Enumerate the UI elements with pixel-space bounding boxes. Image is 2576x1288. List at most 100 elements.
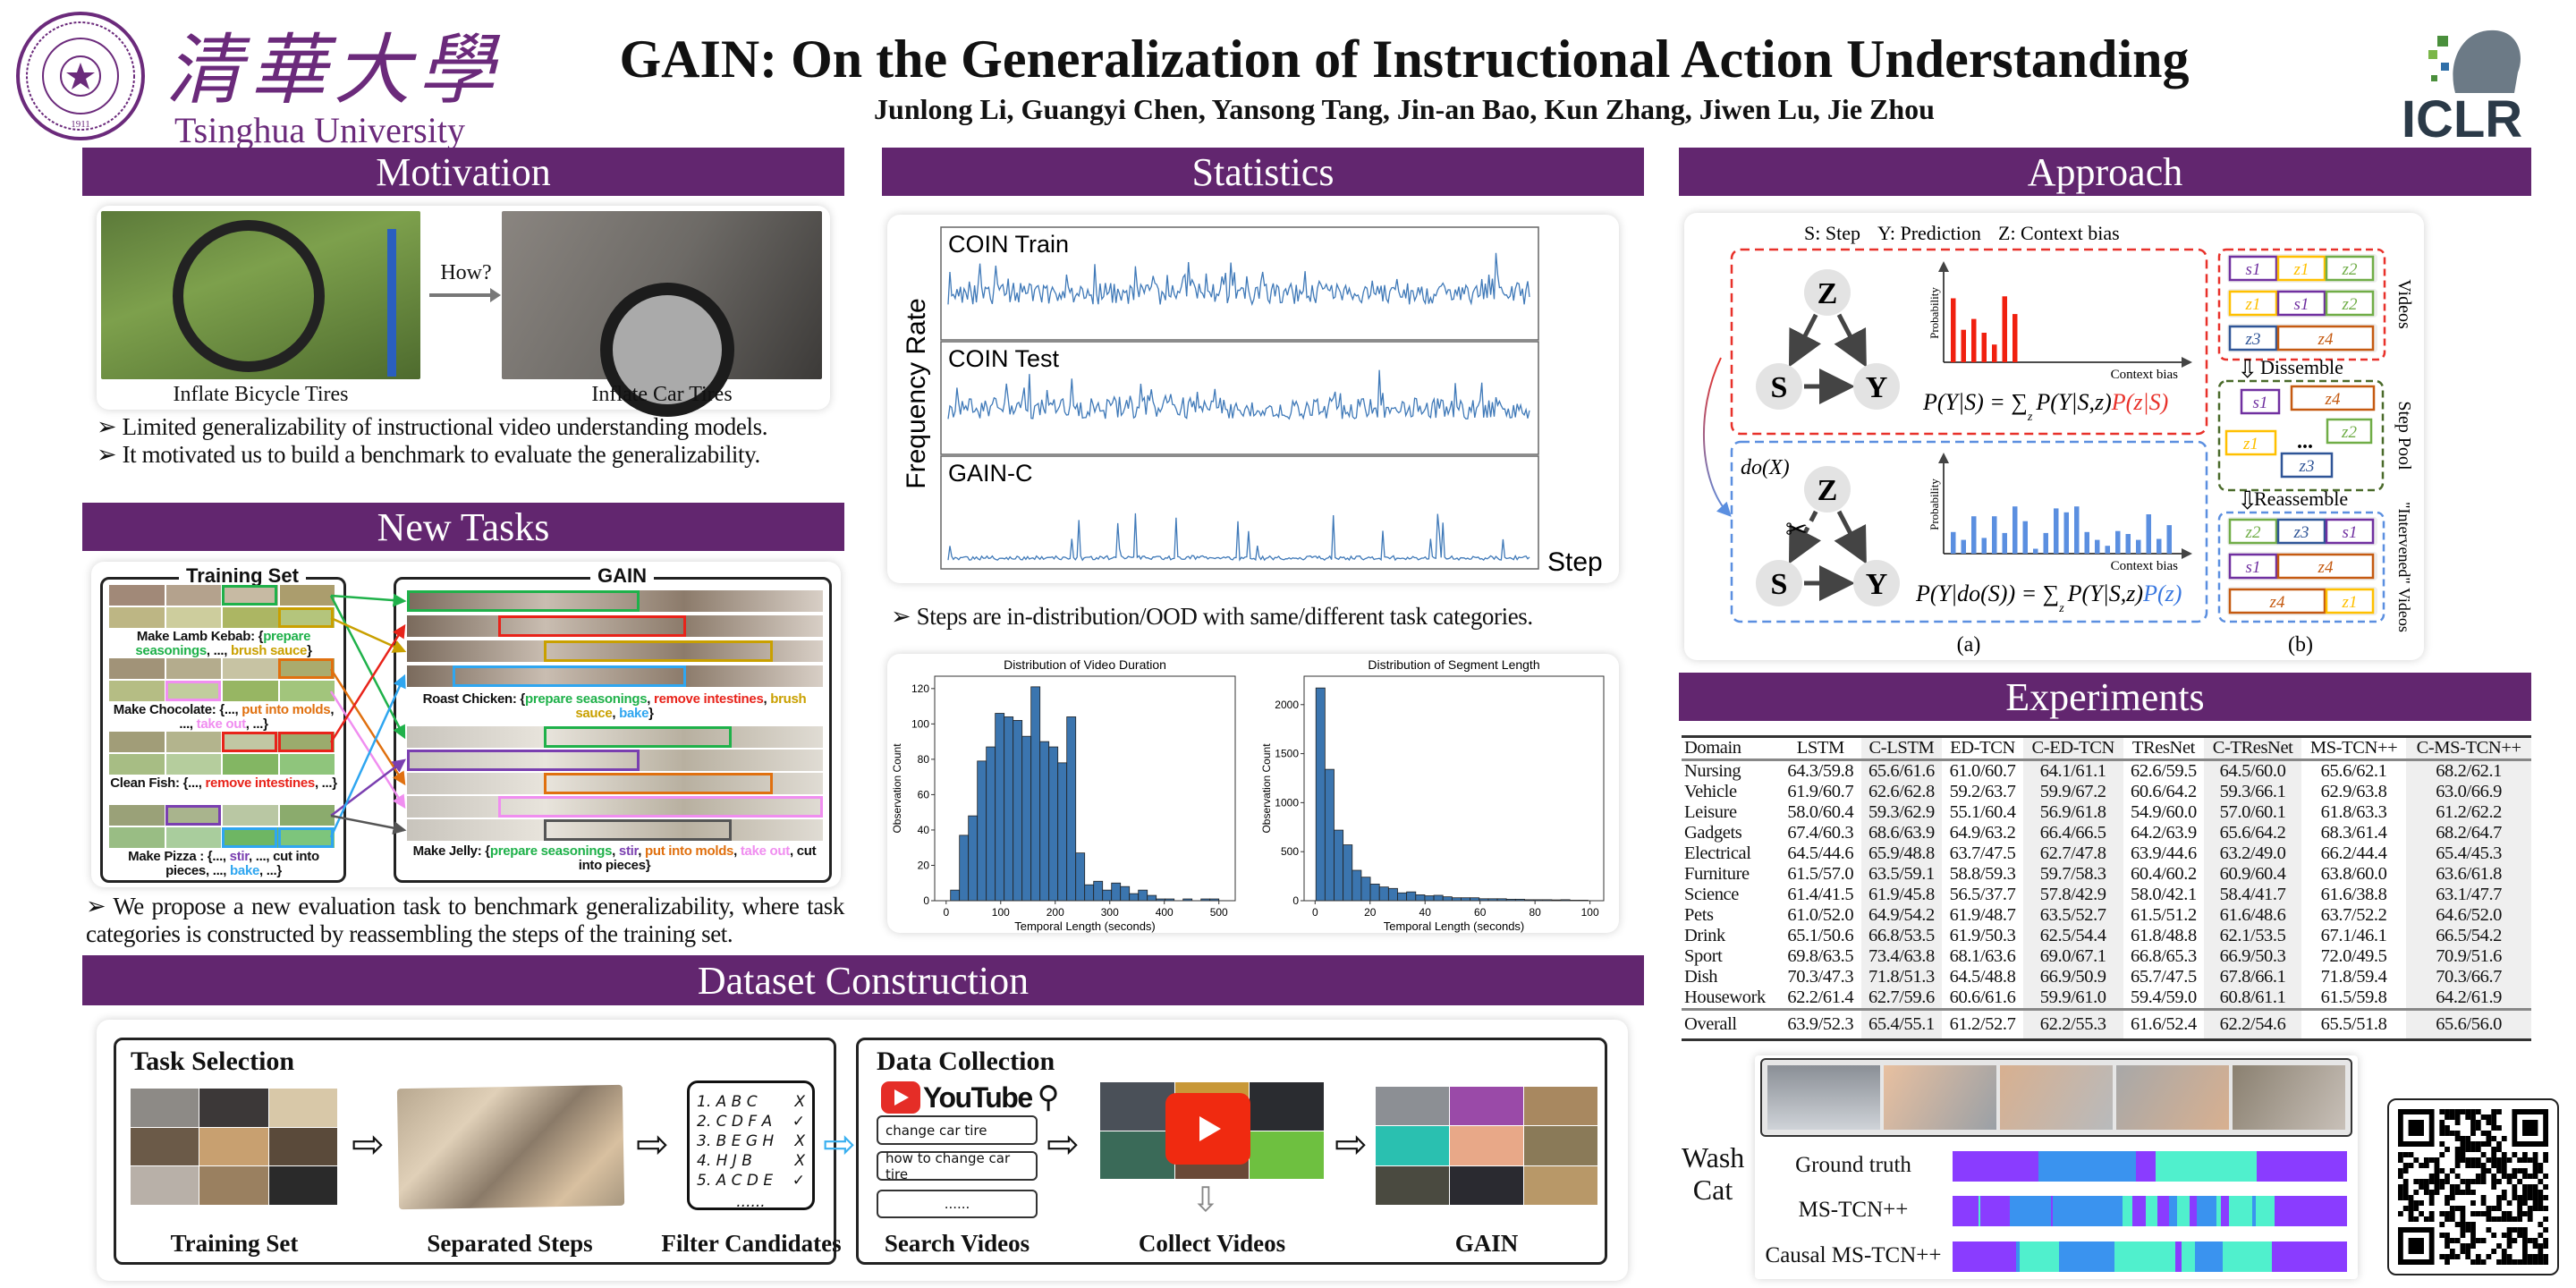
- qr-module: [2434, 1168, 2440, 1174]
- table-row: Housework 62.2/61.4 62.7/59.6 60.6/61.6 59.9…: [1682, 987, 2531, 1010]
- qr-module: [2480, 1174, 2487, 1179]
- qr-module: [2480, 1195, 2487, 1200]
- step-frequency-plots: Frequency Rate Step COIN Train COIN Test GAI…: [902, 226, 1603, 577]
- probability-bar: [2033, 548, 2038, 554]
- step-frequency-line: [947, 252, 1530, 307]
- table-cell: 63.8/60.0: [2320, 864, 2387, 884]
- qr-module: [2449, 1190, 2455, 1195]
- step-block-s1: [2228, 553, 2278, 580]
- candidate-mark: ✓: [792, 1113, 805, 1131]
- candidate-more: ......: [736, 1193, 766, 1211]
- table-cell: 65.6/61.6: [1860, 759, 1943, 782]
- qr-module: [2475, 1120, 2481, 1125]
- scissors-icon: ✂: [1785, 515, 1808, 545]
- table-cell: 70.3/66.7: [2406, 967, 2531, 987]
- qr-module: [2517, 1233, 2523, 1238]
- table-cell: 69.8/63.5: [1787, 946, 1854, 966]
- qr-module: [2543, 1184, 2548, 1190]
- qr-module: [2543, 1206, 2548, 1211]
- x-tick-label: 0: [943, 906, 949, 919]
- histogram-bar: [1129, 893, 1140, 902]
- qr-module: [2445, 1174, 2450, 1179]
- qr-module: [2512, 1190, 2518, 1195]
- candidate-steps: 5. A C D E: [697, 1172, 774, 1190]
- qr-module: [2423, 1216, 2429, 1222]
- university-name-cn: 清華大學: [165, 26, 502, 115]
- qr-module: [2408, 1163, 2414, 1168]
- segment: [2015, 1241, 2020, 1272]
- intervened-videos-label: "Intervened" Videos: [2395, 502, 2413, 632]
- segment: [2019, 1241, 2024, 1272]
- step-block-label: z3: [2245, 330, 2261, 349]
- histogram-bar: [1120, 886, 1131, 902]
- qr-module: [2538, 1259, 2544, 1265]
- qr-module: [2454, 1254, 2461, 1259]
- qr-module: [2480, 1168, 2487, 1174]
- table-cell: 59.9/61.0: [2022, 987, 2123, 1010]
- qr-module: [2423, 1157, 2429, 1163]
- qr-module: [2413, 1157, 2419, 1163]
- domain-cell: Pets: [1684, 905, 1714, 925]
- segment: [2059, 1241, 2114, 1272]
- qr-module: [2428, 1179, 2435, 1184]
- probability-bar: [1971, 516, 1977, 554]
- seal-year: 1911: [71, 119, 90, 130]
- segment: [2136, 1151, 2156, 1182]
- table-cell: 62.6/62.8: [1860, 782, 1943, 802]
- step-highlight: [278, 732, 334, 752]
- segment: [2023, 1241, 2060, 1272]
- qr-module: [2522, 1174, 2528, 1179]
- motivation-bullets: Limited generalizability of instructiona…: [97, 413, 844, 469]
- qr-module: [2449, 1249, 2455, 1254]
- x-tick-label: 100: [1581, 906, 1599, 919]
- qr-module: [2486, 1227, 2492, 1233]
- conference-name: ICLR: [2401, 90, 2523, 148]
- search-query-2[interactable]: how to change car tire: [877, 1150, 1038, 1182]
- download-icon: ⇩: [1191, 1182, 1220, 1219]
- causal-node: [1853, 560, 1900, 606]
- table-row: Electrical 64.5/44.6 65.9/48.8 63.7/47.5 62.…: [1682, 843, 2531, 864]
- qr-module: [2480, 1179, 2487, 1184]
- qr-module: [2527, 1184, 2533, 1190]
- qr-module: [2454, 1206, 2461, 1211]
- qr-module: [2445, 1238, 2450, 1243]
- table-cell: 66.4/66.5: [2022, 823, 2123, 843]
- table-cell: 64.5/60.0: [2204, 759, 2301, 782]
- qr-module: [2475, 1109, 2481, 1114]
- qr-module: [2538, 1206, 2544, 1211]
- step-highlight: [498, 615, 686, 637]
- qr-module: [2506, 1238, 2512, 1243]
- y-tick-label: 0: [1292, 894, 1299, 907]
- step-highlight: [544, 773, 774, 794]
- search-query-1[interactable]: change car tire: [877, 1115, 1038, 1145]
- qr-code[interactable]: [2387, 1098, 2559, 1275]
- qr-module: [2532, 1163, 2538, 1168]
- series-label: COIN Train: [948, 231, 1069, 258]
- node-label: Z: [1818, 277, 1838, 310]
- qr-module: [2402, 1168, 2409, 1174]
- qr-module: [2439, 1131, 2445, 1136]
- training-task-caption: Make Chocolate: {..., put into molds, ..…: [113, 702, 335, 732]
- qr-module: [2486, 1141, 2492, 1147]
- qr-module: [2517, 1168, 2523, 1174]
- qr-module: [2470, 1243, 2476, 1249]
- histogram-bar: [1030, 686, 1041, 902]
- qr-module: [2491, 1136, 2497, 1141]
- candidate-steps: 1. A B C: [697, 1093, 758, 1111]
- step-highlight: [407, 750, 640, 771]
- context-bias-axis-label: Context bias: [2111, 368, 2179, 382]
- table-cell: 68.3/61.4: [2320, 823, 2387, 843]
- domain-cell: Drink: [1684, 926, 1725, 945]
- qr-module: [2501, 1190, 2507, 1195]
- causal-edge: [1788, 313, 1822, 368]
- qr-module: [2480, 1259, 2487, 1265]
- qr-module: [2496, 1125, 2502, 1131]
- step-block-label: z4: [2269, 593, 2285, 612]
- table-cell: 61.5/59.8: [2320, 987, 2387, 1007]
- gain-video-strip: [407, 750, 823, 771]
- qr-module: [2408, 1211, 2414, 1216]
- qr-module: [2532, 1152, 2538, 1157]
- table-cell: 64.1/61.1: [2022, 759, 2123, 782]
- table-cell: 64.6/52.0: [2406, 905, 2531, 926]
- probability-bar: [2054, 508, 2059, 554]
